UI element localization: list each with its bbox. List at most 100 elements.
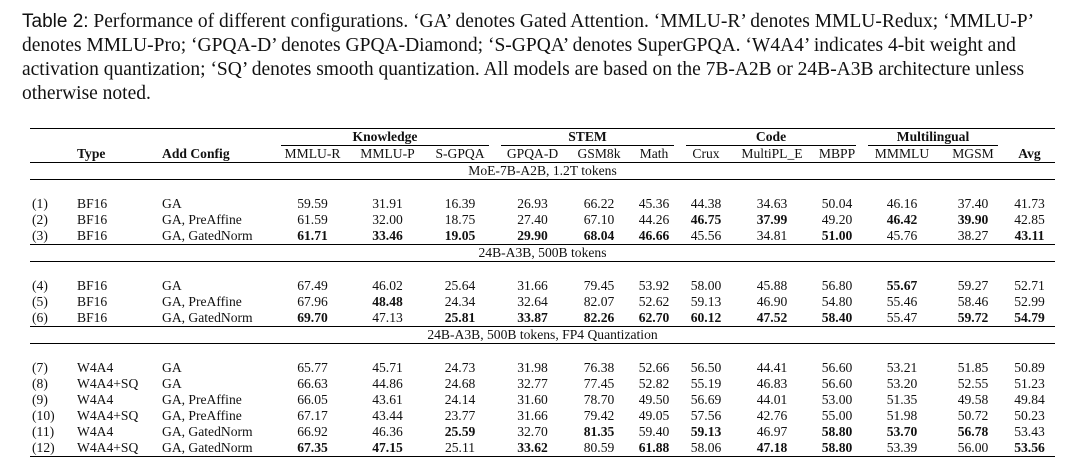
value-cell: 49.84 [1014, 392, 1045, 407]
value-cell: 31.66 [517, 408, 548, 423]
value-cell: 58.80 [821, 424, 853, 439]
value-cell: 44.01 [756, 392, 788, 407]
row-label: GA [162, 376, 182, 391]
value-cell: 65.77 [297, 360, 328, 375]
value-cell: 46.42 [886, 212, 918, 227]
value-cell: 25.11 [425, 440, 495, 457]
value-cell: 48.48 [372, 294, 403, 309]
value-cell: 57.56 [690, 408, 722, 423]
value-cell: 37.40 [957, 196, 989, 211]
value-cell: 58.40 [821, 310, 853, 325]
value-cell: 44.38 [690, 196, 722, 211]
spacer [30, 180, 1055, 197]
blank-cell [30, 146, 75, 163]
value-cell: 23.77 [444, 408, 476, 423]
row-label: W4A4+SQ [75, 440, 160, 457]
value-cell: 56.60 [821, 360, 853, 375]
table-row: (2) BF16 GA, PreAffine 61.59 32.00 18.75 27.40… [30, 212, 1055, 228]
column-header: Type [77, 146, 106, 161]
value-cell: 68.04 [583, 228, 615, 243]
row-label: (10) [32, 408, 55, 423]
row-label: W4A4 [77, 360, 114, 375]
row-label: (8) [32, 376, 48, 391]
value-cell: 67.49 [297, 278, 328, 293]
value-cell: 43.44 [372, 408, 403, 423]
row-label: BF16 [77, 228, 108, 243]
group-header: Multilingual [862, 128, 1004, 146]
group-label: Knowledge [281, 129, 489, 146]
row-label: (7) [32, 360, 48, 375]
value-cell: 59.40 [638, 424, 670, 439]
value-cell: 52.71 [1014, 278, 1045, 293]
table-row: (5) BF16 GA, PreAffine 67.96 48.48 24.34 32.64… [30, 294, 1055, 310]
value-cell: 76.38 [583, 360, 615, 375]
value-cell: 59.13 [690, 424, 722, 439]
value-cell: 29.90 [517, 228, 548, 243]
value-cell: 32.00 [372, 212, 403, 227]
table-row: (1) BF16 GA 59.59 31.91 16.39 26.93 66.22 45.36 4… [30, 196, 1055, 212]
value-cell: 45.36 [638, 196, 670, 211]
column-header: S-GPQA [435, 146, 485, 161]
value-cell: 43.61 [372, 392, 403, 407]
table-row: (6) BF16 GA, GatedNorm 69.70 47.13 25.81 33.87… [30, 310, 1055, 327]
blank-cell [30, 128, 275, 146]
value-cell: 25.64 [444, 278, 476, 293]
value-cell: 45.71 [372, 360, 403, 375]
value-cell: 16.39 [444, 196, 476, 211]
blank-cell [1004, 128, 1055, 146]
table-row: MoE-7B-A2B, 1.2T tokens [30, 162, 1055, 180]
caption-label: Table 2: [22, 11, 89, 32]
table-row: 24B-A3B, 500B tokens, FP4 Quantization [30, 326, 1055, 344]
table-row: (8) W4A4+SQ GA 66.63 44.86 24.68 32.77 77.45 52.… [30, 376, 1055, 392]
value-cell: 53.39 [862, 440, 942, 457]
column-header: GPQA-D [506, 146, 559, 161]
value-cell: 59.27 [957, 278, 989, 293]
column-header: MGSM [952, 146, 994, 161]
column-header: MMLU-P [360, 146, 415, 161]
row-label: W4A4+SQ [77, 408, 139, 423]
table-row: 24B-A3B, 500B tokens [30, 244, 1055, 262]
column-header: MMLU-R [284, 146, 341, 161]
column-header: Add Config [162, 146, 230, 161]
value-cell: 62.70 [638, 310, 670, 325]
value-cell: 77.45 [583, 376, 615, 391]
value-cell: 39.90 [957, 212, 989, 227]
value-cell: 66.63 [297, 376, 328, 391]
value-cell: 49.05 [638, 408, 670, 423]
row-label: W4A4 [77, 392, 114, 407]
group-header: Knowledge [275, 128, 495, 146]
row-label: (1) [32, 196, 48, 211]
value-cell: 45.76 [886, 228, 918, 243]
value-cell: 58.46 [957, 294, 989, 309]
row-label: BF16 [77, 310, 108, 325]
value-cell: 46.75 [690, 212, 722, 227]
row-label: GA [162, 278, 182, 293]
value-cell: 50.72 [957, 408, 989, 423]
value-cell: 33.62 [495, 440, 570, 457]
value-cell: 56.69 [690, 392, 722, 407]
row-label: GA [162, 196, 182, 211]
row-label: (11) [32, 424, 55, 439]
value-cell: 38.27 [957, 228, 989, 243]
value-cell: 51.85 [957, 360, 989, 375]
column-header: MultiPL_E [741, 146, 803, 161]
value-cell: 55.00 [821, 408, 853, 423]
row-label: GA, GatedNorm [162, 424, 253, 439]
value-cell: 41.73 [1014, 196, 1045, 211]
value-cell: 53.20 [886, 376, 918, 391]
value-cell: 33.46 [372, 228, 403, 243]
value-cell: 58.00 [690, 278, 722, 293]
value-cell: 67.96 [297, 294, 328, 309]
group-header: Code [680, 128, 862, 146]
value-cell: 24.34 [444, 294, 476, 309]
value-cell: 59.13 [690, 294, 722, 309]
value-cell: 78.70 [583, 392, 615, 407]
spacer [30, 262, 1055, 279]
section-title: 24B-A3B, 500B tokens [30, 244, 1055, 262]
value-cell: 53.43 [1014, 424, 1045, 439]
value-cell: 18.75 [444, 212, 476, 227]
value-cell: 49.58 [957, 392, 989, 407]
column-header: Math [639, 146, 669, 161]
value-cell: 52.66 [638, 360, 670, 375]
value-cell: 52.62 [638, 294, 670, 309]
